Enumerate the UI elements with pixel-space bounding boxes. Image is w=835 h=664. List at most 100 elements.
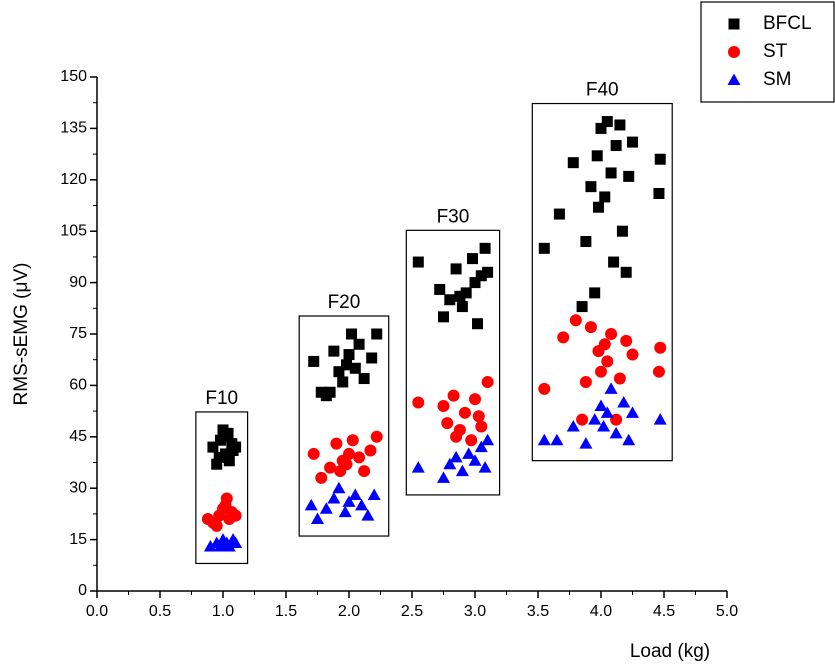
point [214,434,226,446]
point [324,461,337,474]
point [343,349,355,361]
point [230,441,242,453]
point [584,321,597,334]
point [340,359,352,371]
x-tick-label: 2.5 [401,603,423,620]
y-tick-label: 90 [69,274,87,291]
point [203,539,217,552]
point [654,341,667,354]
point [623,170,635,182]
x-tick-label: 1.0 [212,603,234,620]
annotation-box [195,411,249,565]
point [353,338,365,350]
x-tick-label: 0.0 [86,603,108,620]
point [367,488,381,501]
point [349,362,361,374]
y-tick-label: 30 [69,479,87,496]
point [469,393,481,406]
point [613,372,626,385]
point [589,287,601,299]
point [333,366,345,378]
point [370,430,383,443]
point [412,256,424,268]
point [588,413,602,425]
point [550,433,564,446]
x-tick-label: 4.5 [653,603,675,620]
point [475,420,488,433]
point [210,519,223,532]
x-tick-label: 3.0 [464,603,486,620]
x-tick-label: 3.5 [527,603,549,620]
point [213,539,227,552]
y-tick-label: 75 [69,325,87,342]
point [469,277,481,289]
point [614,119,626,131]
point [569,314,582,327]
point [371,328,383,340]
point [454,290,466,302]
point [219,499,232,512]
point [616,225,628,237]
point [366,352,378,364]
point [626,406,639,418]
y-tick-label: 105 [60,222,87,239]
point [311,512,324,525]
point [557,331,570,344]
point [481,433,495,446]
point [605,328,618,340]
point [455,464,469,477]
point [620,334,633,347]
legend-label: ST [763,41,788,62]
point [538,382,551,395]
x-tick-label: 0.5 [149,603,171,620]
point [358,373,370,385]
point [315,471,328,484]
point [342,495,356,507]
point [538,242,550,254]
point [579,437,593,449]
point [438,311,449,323]
point [222,539,236,552]
x-tick-label: 2.0 [338,603,360,620]
x-tick-label: 5.0 [716,603,738,620]
legend-label: BFCL [763,13,812,34]
point [553,208,565,220]
point [462,447,476,459]
x-tick-label: 1.5 [275,603,297,620]
point [411,461,425,473]
point [604,382,618,394]
point [447,389,460,402]
point [319,502,333,514]
point [307,447,320,460]
point [211,458,223,470]
point [652,365,665,378]
point [482,266,494,278]
point [338,505,352,518]
point [465,434,478,447]
x-tick-label: 4.0 [590,603,612,620]
point [595,122,607,134]
point [437,399,450,412]
point [229,536,243,549]
point [579,375,592,388]
legend-marker [728,46,740,58]
point [458,406,471,419]
point [222,427,234,439]
point [609,426,623,439]
point [472,318,484,330]
legend-marker [728,18,740,30]
point [537,433,551,446]
point [443,457,457,470]
point [474,440,488,453]
point [343,447,355,460]
point [608,256,620,268]
point [434,283,446,295]
y-tick-label: 45 [69,428,87,445]
point [327,491,341,504]
point [591,150,603,162]
point [472,410,485,423]
point [601,355,614,368]
point [585,181,597,193]
point [654,153,666,165]
point [334,465,347,478]
